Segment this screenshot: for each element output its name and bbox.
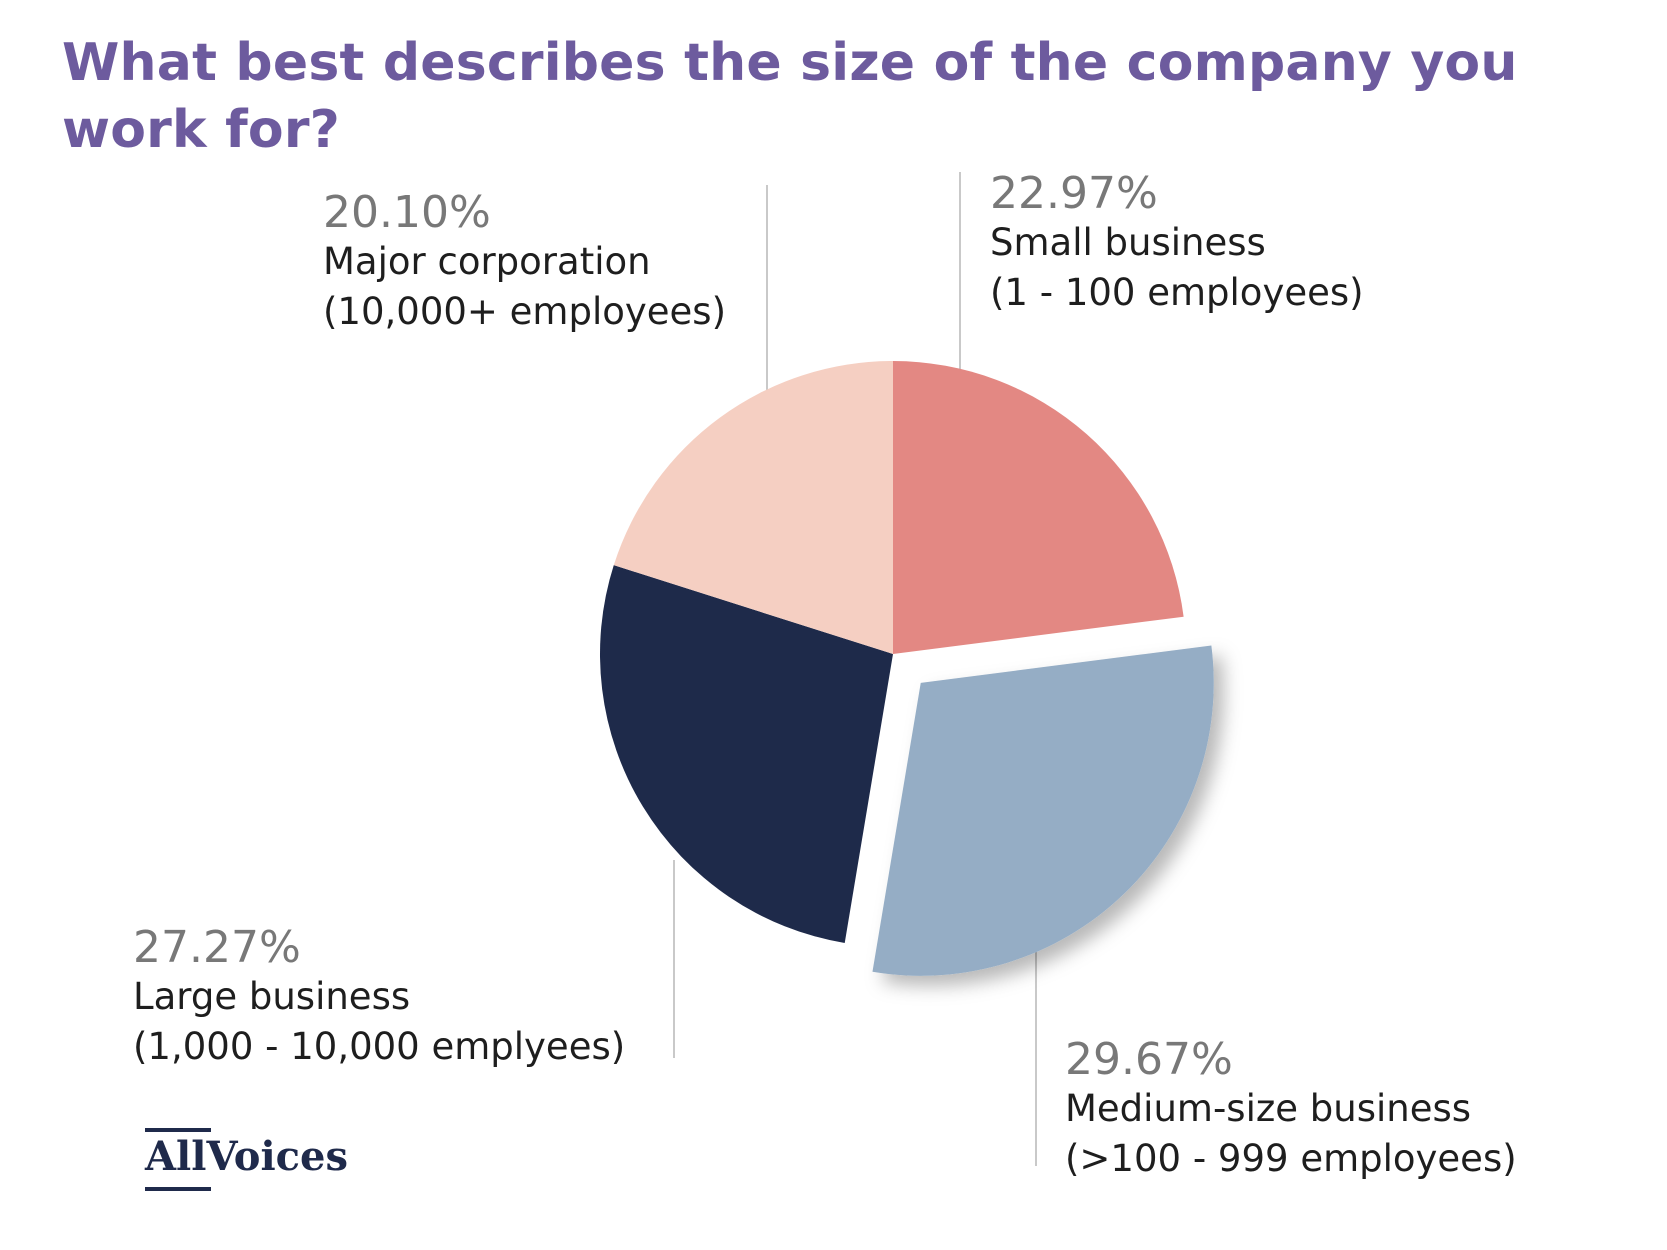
logo-text: AllVoices	[145, 1132, 348, 1182]
allvoices-logo: AllVoices	[145, 1128, 385, 1198]
chart-title: What best describes the size of the comp…	[62, 33, 1518, 160]
label-large-business: 27.27% Large business (1,000 - 10,000 em…	[133, 924, 625, 1072]
detail-major-corporation: (10,000+ employees)	[323, 290, 727, 333]
logo-text-all: All	[145, 1133, 207, 1180]
name-large-business: Large business	[133, 975, 411, 1018]
detail-medium-business: (>100 - 999 employees)	[1065, 1137, 1517, 1180]
pie-slice-small-business	[893, 361, 1184, 654]
pie-slice-large-business	[600, 565, 893, 943]
logo-text-voices: Voices	[206, 1133, 348, 1180]
name-medium-business: Medium-size business	[1065, 1087, 1472, 1130]
label-medium-business: 29.67% Medium-size business (>100 - 999 …	[1065, 1036, 1517, 1184]
logo-bar-bottom	[145, 1187, 211, 1191]
pct-large-business: 27.27%	[133, 922, 301, 973]
detail-large-business: (1,000 - 10,000 emplyees)	[133, 1025, 626, 1068]
name-major-corporation: Major corporation	[323, 240, 651, 283]
detail-small-business: (1 - 100 employees)	[990, 271, 1364, 314]
label-small-business: 22.97% Small business (1 - 100 employees…	[990, 170, 1364, 318]
label-major-corporation: 20.10% Major corporation (10,000+ employ…	[323, 189, 726, 337]
name-small-business: Small business	[990, 221, 1266, 264]
pct-small-business: 22.97%	[990, 168, 1158, 219]
pie-slice-major-corporation	[613, 361, 893, 654]
pie-slice-medium-size-business	[872, 645, 1214, 976]
pie-slices	[600, 361, 1214, 976]
pct-major-corporation: 20.10%	[323, 187, 491, 238]
pct-medium-business: 29.67%	[1065, 1034, 1233, 1085]
logo-bar-top	[145, 1128, 211, 1132]
